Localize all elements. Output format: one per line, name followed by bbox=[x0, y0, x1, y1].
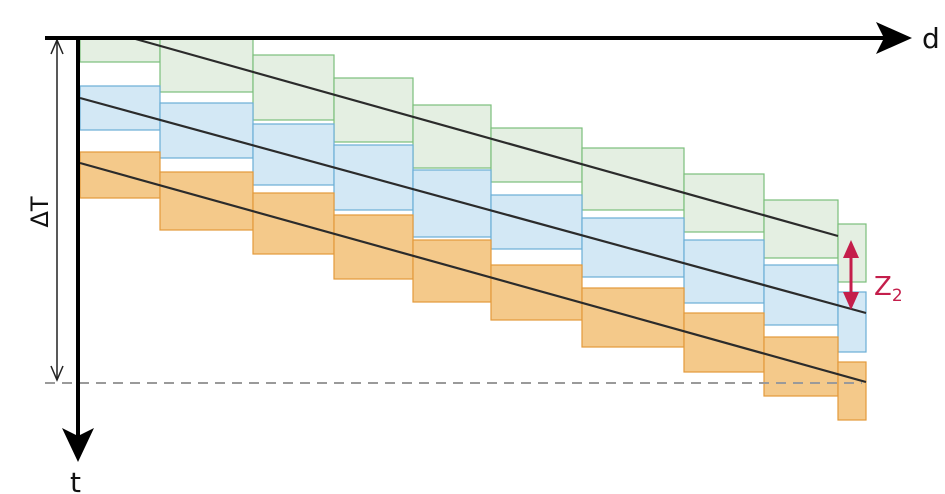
delta-t-label: ΔT bbox=[26, 196, 54, 227]
blue-band-step bbox=[159, 102, 254, 159]
orange-band-step bbox=[490, 264, 583, 321]
x-axis-arrowhead bbox=[876, 22, 912, 54]
blue-band-step bbox=[581, 217, 685, 278]
z2-label-subscript: 2 bbox=[892, 286, 903, 306]
blue-band-step bbox=[412, 169, 492, 238]
green-band-step bbox=[763, 199, 839, 259]
diagonal-lines bbox=[79, 36, 867, 384]
lower-diagonal-line bbox=[79, 161, 867, 384]
green-band-step bbox=[412, 104, 492, 169]
step-bands bbox=[79, 37, 867, 421]
orange-band-step bbox=[837, 361, 867, 421]
green-band-step bbox=[159, 37, 254, 93]
x-axis: d bbox=[45, 22, 940, 55]
blue-band-step bbox=[490, 194, 583, 250]
orange-band-step bbox=[159, 171, 254, 231]
orange-band-step bbox=[333, 214, 414, 280]
upper-diagonal-line bbox=[131, 36, 839, 238]
y-axis: t bbox=[62, 38, 94, 494]
z2-label: Z2 bbox=[874, 272, 903, 306]
x-axis-label: d bbox=[922, 22, 940, 55]
green-band-step bbox=[490, 127, 583, 183]
orange-band-step bbox=[412, 239, 492, 303]
y-axis-label: t bbox=[70, 466, 81, 494]
blue-band-step bbox=[683, 239, 765, 304]
delta-t-dimension: ΔT bbox=[26, 38, 64, 382]
middle-diagonal-line bbox=[79, 96, 867, 315]
y-axis-arrowhead bbox=[62, 428, 94, 462]
z2-label-main: Z bbox=[874, 272, 892, 302]
z2-arrow-down-icon bbox=[843, 292, 859, 310]
green-band-step bbox=[252, 54, 335, 121]
orange-band-step bbox=[683, 312, 765, 373]
blue-band-step bbox=[252, 123, 335, 186]
z2-indicator: Z2 bbox=[843, 240, 903, 310]
z2-arrow-up-icon bbox=[843, 240, 859, 258]
green-band-step bbox=[333, 77, 414, 143]
orange-band-step bbox=[763, 336, 839, 397]
